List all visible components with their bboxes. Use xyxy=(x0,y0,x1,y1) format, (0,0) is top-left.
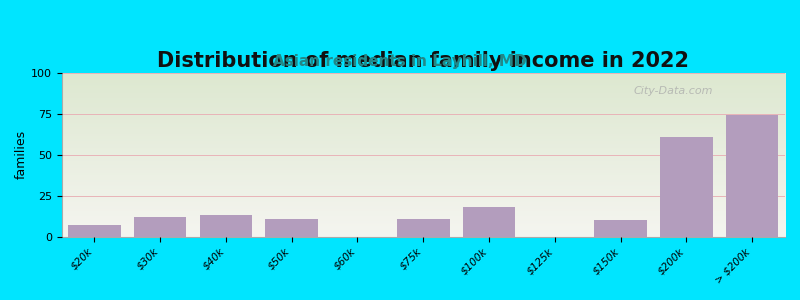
Bar xyxy=(726,115,778,237)
Title: Distribution of median family income in 2022: Distribution of median family income in … xyxy=(158,51,690,71)
Y-axis label: families: families xyxy=(15,130,28,179)
Text: City-Data.com: City-Data.com xyxy=(633,86,713,96)
Bar xyxy=(200,215,252,237)
Bar xyxy=(462,207,515,237)
Text: Asian residents in Layhill, MD: Asian residents in Layhill, MD xyxy=(273,54,527,69)
Bar xyxy=(660,136,713,237)
Bar xyxy=(594,220,647,237)
Bar xyxy=(68,225,121,237)
Bar xyxy=(397,219,450,237)
Bar xyxy=(134,217,186,237)
Bar xyxy=(266,219,318,237)
